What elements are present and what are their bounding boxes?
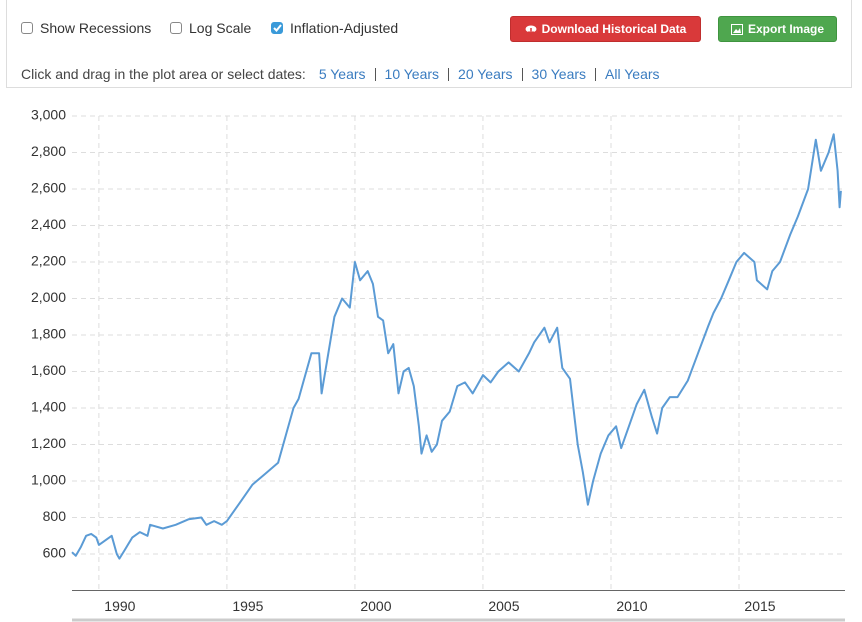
y-tick-label: 600 [43,545,67,561]
separator [448,67,450,81]
download-button[interactable]: Download Historical Data [510,16,701,42]
y-tick-label: 800 [43,508,67,524]
y-tick-label: 1,000 [31,472,66,488]
checkbox-box[interactable] [170,22,182,34]
date-link[interactable]: All Years [605,66,660,82]
date-selector: Click and drag in the plot area or selec… [21,66,660,82]
checkbox-box[interactable] [271,22,283,34]
date-link[interactable]: 10 Years [384,66,440,82]
separator [595,67,597,81]
checkbox[interactable]: Inflation-Adjusted [271,20,398,36]
series-line [71,133,842,560]
y-tick-label: 3,000 [31,107,66,123]
x-tick-label: 2015 [744,598,775,614]
export-button[interactable]: Export Image [718,16,837,42]
y-tick-label: 2,800 [31,143,66,159]
x-tick-label: 1995 [232,598,263,614]
image-icon [730,23,743,35]
y-tick-label: 2,200 [31,253,66,269]
checkbox[interactable]: Log Scale [170,20,251,36]
checkbox[interactable]: Show Recessions [21,20,151,36]
checkbox-label: Log Scale [189,20,252,36]
separator [521,67,523,81]
y-tick-label: 2,000 [31,289,66,305]
button-label: Download Historical Data [541,22,687,36]
separator [374,67,376,81]
checkbox-box[interactable] [21,22,33,34]
y-tick-label: 1,400 [31,399,66,415]
x-tick-label: 2000 [360,598,391,614]
y-tick-label: 2,600 [31,180,66,196]
x-tick-label: 2010 [616,598,647,614]
y-tick-label: 1,200 [31,435,66,451]
y-tick-label: 1,800 [31,326,66,342]
check-mark [272,24,282,32]
date-link[interactable]: 30 Years [531,66,587,82]
date-link[interactable]: 20 Years [458,66,513,82]
date-link[interactable]: 5 Years [318,66,366,82]
checkbox-label: Inflation-Adjusted [290,20,399,36]
y-tick-label: 2,400 [31,216,66,232]
button-label: Export Image [747,22,825,36]
date-prompt: Click and drag in the plot area or selec… [21,66,306,82]
y-tick-label: 1,600 [31,362,66,378]
checkbox-label: Show Recessions [40,20,152,36]
x-tick-label: 1990 [104,598,135,614]
x-tick-label: 2005 [488,598,519,614]
cloud-icon [525,25,537,35]
toolbar: Show Recessions Log Scale Inflation-Adju… [6,0,852,88]
